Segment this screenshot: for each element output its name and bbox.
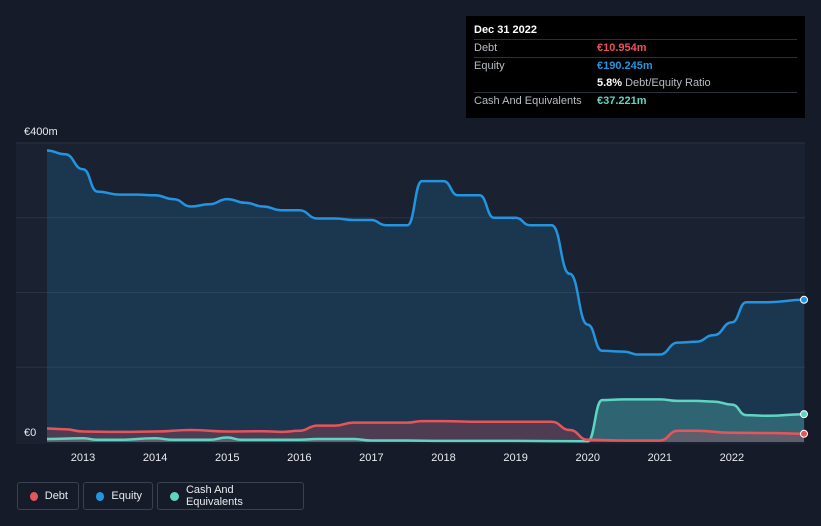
cash-dot-icon (170, 491, 179, 501)
series-lines (46, 149, 805, 443)
tooltip-cash-value: €37.221m (597, 95, 647, 107)
tooltip-row-debt: Debt €10.954m (474, 39, 797, 57)
x-tick-2019: 2019 (503, 452, 527, 464)
tooltip-equity-value: €190.245m (597, 60, 653, 72)
tooltip-debt-value: €10.954m (597, 42, 647, 54)
x-tick-2014: 2014 (143, 452, 167, 464)
y-axis-top-label: €400m (24, 126, 58, 138)
tooltip-row-cash: Cash And Equivalents €37.221m (474, 92, 797, 110)
x-tick-2015: 2015 (215, 452, 239, 464)
x-tick-2013: 2013 (71, 452, 95, 464)
cash-and-equivalents-line (46, 398, 805, 443)
debt-area (47, 421, 804, 442)
y-axis-zero-label: €0 (24, 427, 36, 439)
cash-and-equivalents-end-marker (800, 410, 808, 419)
tooltip-date: Dec 31 2022 (474, 24, 537, 36)
cash-and-equivalents-area (47, 399, 804, 442)
x-tick-2022: 2022 (720, 452, 744, 464)
plot-area (16, 143, 805, 444)
equity-area (47, 150, 804, 442)
x-axis-ticks: 2013 2014 2015 2016 2017 2018 2019 2020 2021 2022 (71, 452, 744, 464)
legend-item-cash[interactable]: Cash And Equivalents (157, 482, 304, 510)
equity-end-marker (800, 295, 808, 304)
tooltip-row-ratio: 5.8% Debt/Equity Ratio (474, 75, 797, 92)
x-tick-2016: 2016 (287, 452, 311, 464)
legend-item-debt[interactable]: Debt (17, 482, 79, 510)
tooltip-ratio-label: Debt/Equity Ratio (625, 77, 711, 89)
x-tick-2020: 2020 (575, 452, 599, 464)
equity-line (46, 149, 805, 356)
series-areas (47, 150, 804, 442)
end-markers (800, 295, 808, 438)
debt-end-marker (800, 429, 808, 438)
legend-equity-label: Equity (111, 490, 142, 502)
debt-line (46, 419, 805, 442)
equity-dot-icon (96, 491, 105, 501)
legend-cash-label: Cash And Equivalents (185, 484, 243, 508)
tooltip-equity-label: Equity (474, 60, 505, 72)
debt-dot-icon (30, 491, 38, 501)
x-tick-2021: 2021 (648, 452, 672, 464)
tooltip-row-equity: Equity €190.245m (474, 57, 797, 75)
data-tooltip: Dec 31 2022 Debt €10.954m Equity €190.24… (466, 16, 805, 118)
legend-item-equity[interactable]: Equity (83, 482, 153, 510)
gridlines (16, 142, 805, 368)
tooltip-debt-label: Debt (474, 42, 498, 54)
x-tick-2018: 2018 (431, 452, 455, 464)
legend-debt-label: Debt (44, 490, 68, 502)
tooltip-cash-label: Cash And Equivalents (474, 95, 582, 107)
x-tick-2017: 2017 (359, 452, 383, 464)
tooltip-ratio-value: 5.8% (597, 77, 623, 89)
